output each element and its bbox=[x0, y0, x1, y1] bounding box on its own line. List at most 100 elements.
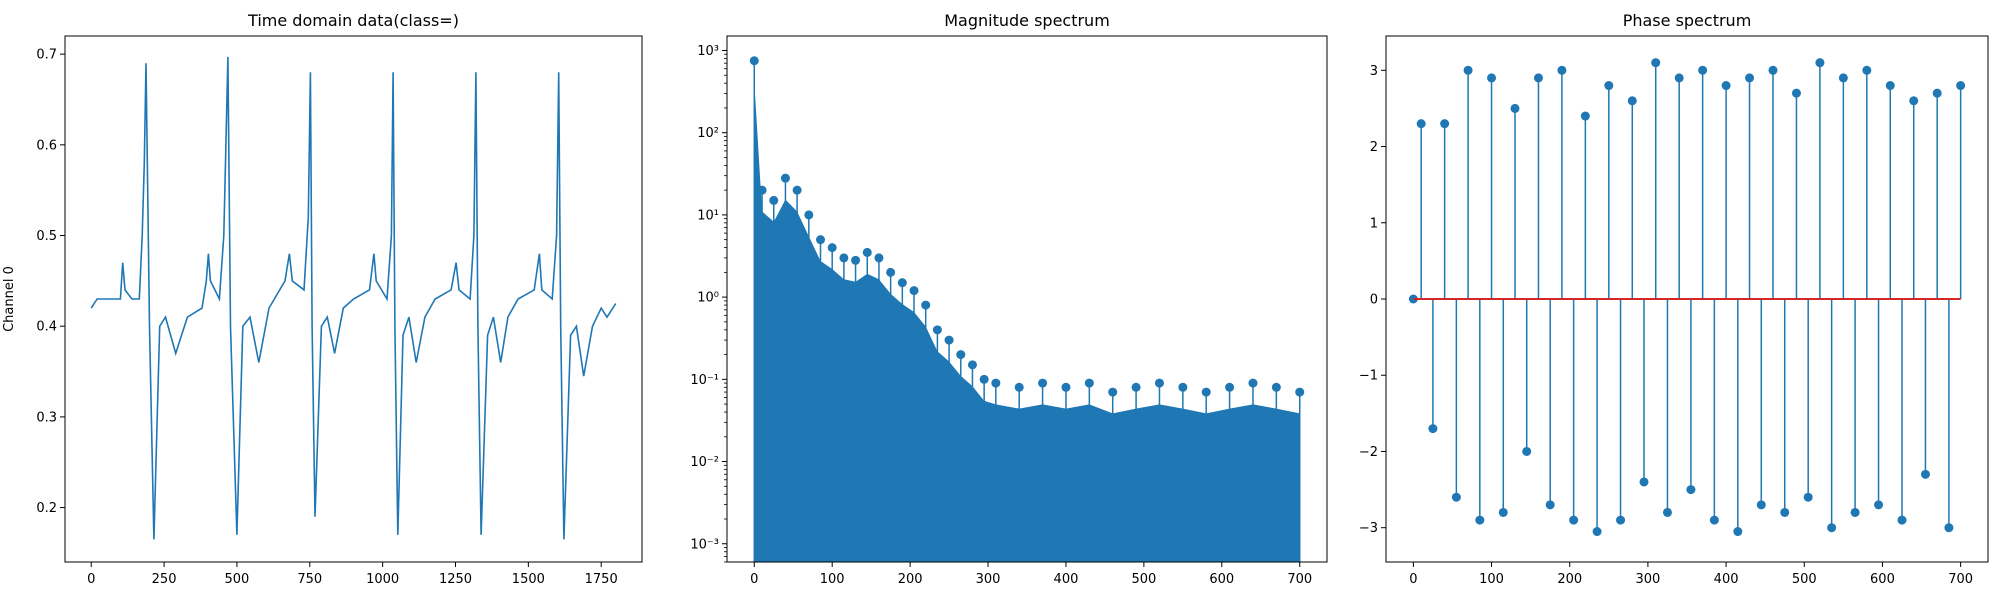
stem-marker bbox=[1698, 65, 1708, 75]
stem-marker bbox=[991, 378, 1001, 388]
stem-marker bbox=[1084, 378, 1094, 388]
stem-marker bbox=[1557, 65, 1567, 75]
stem-marker bbox=[1745, 73, 1755, 83]
y-tick-label: 10⁻² bbox=[690, 455, 719, 470]
x-tick-label: 0 bbox=[750, 572, 758, 587]
x-tick-label: 100 bbox=[1479, 572, 1504, 587]
stem-marker bbox=[1416, 119, 1426, 129]
stem-marker bbox=[804, 210, 814, 220]
stem-marker bbox=[1874, 500, 1884, 510]
stem-marker bbox=[1604, 81, 1614, 91]
y-tick-label: 1 bbox=[1370, 216, 1378, 231]
chart-panel-2: Magnitude spectrum 0 100 200 300 400 500 600 700… bbox=[690, 11, 1328, 587]
x-tick-label: 100 bbox=[820, 572, 845, 587]
stem-marker bbox=[851, 255, 861, 265]
stem-marker bbox=[1838, 73, 1848, 83]
stem-marker bbox=[1428, 424, 1438, 434]
stem-marker bbox=[1627, 96, 1637, 106]
x-tick-label: 1500 bbox=[512, 572, 545, 587]
stem-area bbox=[754, 82, 1300, 562]
series-group bbox=[749, 56, 1305, 562]
stem-marker bbox=[1862, 65, 1872, 75]
x-tick-label: 0 bbox=[87, 572, 95, 587]
stem-marker bbox=[1131, 382, 1141, 392]
stem-marker bbox=[1201, 387, 1211, 397]
y-axis-label: Channel 0 bbox=[2, 266, 17, 332]
stem-marker bbox=[1248, 378, 1258, 388]
x-tick-label: 1250 bbox=[439, 572, 472, 587]
stem-marker bbox=[1487, 73, 1497, 83]
stem-marker bbox=[1803, 492, 1813, 502]
x-tick-label: 400 bbox=[1054, 572, 1079, 587]
series-line bbox=[90, 56, 617, 540]
y-tick-label: 2 bbox=[1370, 140, 1378, 155]
x-tick-label: 500 bbox=[1792, 572, 1817, 587]
x-tick-label: 500 bbox=[1131, 572, 1156, 587]
stem-marker bbox=[979, 374, 989, 384]
x-tick-label: 200 bbox=[898, 572, 923, 587]
stem-marker bbox=[1944, 523, 1954, 533]
stem-marker bbox=[1038, 378, 1048, 388]
stem-marker bbox=[1932, 88, 1942, 98]
x-tick-label: 300 bbox=[976, 572, 1001, 587]
x-tick-label: 1750 bbox=[585, 572, 618, 587]
x-tick-label: 750 bbox=[297, 572, 322, 587]
stem-marker bbox=[1569, 515, 1579, 525]
stem-marker bbox=[1154, 378, 1164, 388]
stem-marker bbox=[1522, 446, 1532, 456]
stem-marker bbox=[909, 286, 919, 296]
stem-marker bbox=[757, 185, 767, 195]
stem-marker bbox=[1463, 65, 1473, 75]
y-tick-label: 10² bbox=[697, 126, 719, 141]
y-tick-label: 0 bbox=[1370, 293, 1378, 308]
x-tick-label: 250 bbox=[152, 572, 177, 587]
y-tick-label: −1 bbox=[1359, 369, 1378, 384]
stem-marker bbox=[1885, 81, 1895, 91]
stem-marker bbox=[1295, 387, 1305, 397]
axes-frame bbox=[64, 35, 643, 563]
chart-panel-1: Time domain data(class=) Channel 0 0 250 500… bbox=[2, 11, 643, 587]
stem-marker bbox=[862, 247, 872, 257]
stem-marker bbox=[1451, 492, 1461, 502]
stem-marker bbox=[792, 185, 802, 195]
stem-marker bbox=[886, 267, 896, 277]
stem-marker bbox=[816, 235, 826, 245]
x-tick-label: 300 bbox=[1635, 572, 1660, 587]
stem-marker bbox=[1178, 382, 1188, 392]
stem-marker bbox=[1510, 103, 1520, 113]
stem-marker bbox=[1108, 387, 1118, 397]
series-group bbox=[1408, 58, 1966, 537]
chart-title: Magnitude spectrum bbox=[944, 11, 1110, 30]
chart-panel-3: Phase spectrum 0 100 200 300 400 500 600 700 −3 −2… bbox=[1359, 11, 1989, 587]
stem-marker bbox=[1791, 88, 1801, 98]
stem-marker bbox=[944, 335, 954, 345]
stem-marker bbox=[1956, 81, 1966, 91]
stem-marker bbox=[1756, 500, 1766, 510]
y-tick-label: 0.7 bbox=[36, 48, 57, 63]
y-tick-label: −2 bbox=[1359, 445, 1378, 460]
stem-marker bbox=[1721, 81, 1731, 91]
stem-marker bbox=[1780, 507, 1790, 517]
stem-marker bbox=[827, 243, 837, 253]
x-tick-label: 600 bbox=[1870, 572, 1895, 587]
stem-marker bbox=[1639, 477, 1649, 487]
y-tick-label: 10⁰ bbox=[697, 291, 719, 306]
stem-marker bbox=[780, 173, 790, 183]
stem-marker bbox=[1533, 73, 1543, 83]
stem-marker bbox=[1616, 515, 1626, 525]
stem-marker bbox=[1709, 515, 1719, 525]
chart-title: Time domain data(class=) bbox=[247, 11, 459, 30]
stem-marker bbox=[921, 300, 931, 310]
x-tick-label: 700 bbox=[1287, 572, 1312, 587]
y-tick-label: 0.6 bbox=[36, 138, 57, 153]
stem-marker bbox=[897, 278, 907, 288]
stem-marker bbox=[1498, 507, 1508, 517]
stem-marker bbox=[1674, 73, 1684, 83]
x-tick-label: 500 bbox=[225, 572, 250, 587]
x-tick-label: 600 bbox=[1209, 572, 1234, 587]
stem-marker bbox=[1909, 96, 1919, 106]
y-tick-label: 10⁻³ bbox=[690, 537, 719, 552]
y-tick-label: 10¹ bbox=[697, 208, 719, 223]
y-tick-label: 0.4 bbox=[36, 320, 57, 335]
